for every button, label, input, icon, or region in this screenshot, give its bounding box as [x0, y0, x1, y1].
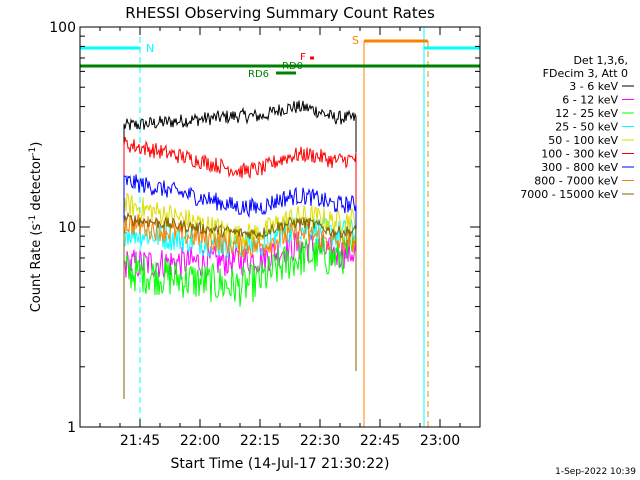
series-line-7: [123, 214, 357, 395]
decim-label-lower: RD6: [248, 69, 269, 80]
x-tick-label: 22:15: [240, 433, 280, 449]
legend-entry-label: 800 - 7000 keV: [534, 175, 618, 188]
legend-entry-label: 7000 - 15000 keV: [520, 188, 618, 201]
legend-entry-label: 100 - 300 keV: [541, 148, 618, 161]
series-line-6: [123, 174, 357, 391]
y-tick-label: 1: [67, 420, 76, 436]
x-tick-label: 22:30: [300, 433, 340, 449]
series-line-8: [123, 211, 357, 399]
legend-entry-label: 300 - 800 keV: [541, 161, 618, 174]
y-tick-label: 100: [49, 20, 76, 36]
x-axis-label: Start Time (14-Jul-17 21:30:22): [170, 456, 389, 472]
series-layer: [123, 100, 357, 399]
y-label-mid: detector: [29, 155, 44, 215]
y-tick-label: 10: [58, 220, 76, 236]
y-label-sup2: -1: [28, 147, 38, 156]
y-label-main: Count Rate (s: [29, 224, 44, 313]
legend-entry-label: 50 - 100 keV: [548, 134, 618, 147]
x-tick-label: 22:45: [360, 433, 400, 449]
y-label-sup1: -1: [28, 215, 38, 224]
datestamp: 1-Sep-2022 10:39: [555, 467, 636, 477]
axis-ticks: 21:45 22:00 22:15 22:30 22:45 23:00 1 10 100: [49, 20, 481, 449]
x-tick-label: 22:00: [180, 433, 220, 449]
legend-header-line: FDecim 3, Att 0: [543, 67, 628, 80]
legend-entry-label: 12 - 25 keV: [555, 107, 618, 120]
x-tick-label: 21:45: [120, 433, 160, 449]
y-label-end: ): [29, 142, 44, 147]
night-label: N: [146, 42, 154, 55]
x-tick-label: 23:00: [420, 433, 460, 449]
legend-entry-label: 6 - 12 keV: [562, 94, 618, 107]
legend-entry-label: 3 - 6 keV: [569, 80, 618, 93]
legend-header-line: Det 1,3,6,: [573, 54, 628, 67]
chart-title: RHESSI Observing Summary Count Rates: [125, 4, 435, 22]
decim-label-upper: RD0: [282, 61, 303, 72]
flare-label: F: [300, 52, 306, 63]
series-line-0: [123, 100, 357, 367]
saa-label: S: [352, 34, 359, 47]
series-line-2: [123, 236, 357, 375]
series-line-5: [123, 136, 357, 387]
legend-entry-label: 25 - 50 keV: [555, 121, 618, 134]
y-axis-label: Count Rate (s-1 detector-1): [28, 142, 44, 313]
